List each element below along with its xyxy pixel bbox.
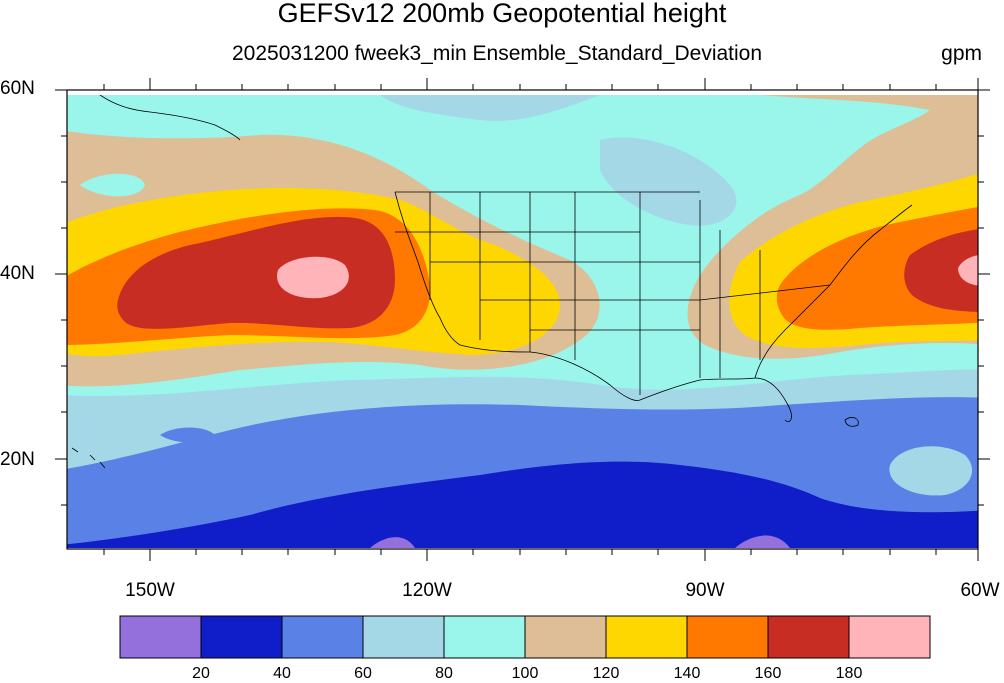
colorbar-tick-label: 100 [511, 665, 539, 682]
colorbar-swatch [686, 615, 769, 659]
colorbar-swatch [200, 615, 283, 659]
colorbar-swatch [848, 615, 931, 659]
colorbar-swatch [281, 615, 364, 659]
units-label: gpm [941, 42, 982, 65]
contour-fill-60-80-north [380, 95, 600, 121]
contour-fill-160-180-east [904, 229, 978, 312]
colorbar-tick-label: 160 [754, 665, 782, 682]
contour-field [67, 95, 978, 548]
contour-fill-60-80-canada [600, 137, 737, 226]
contour-fill-40-60-pacific-pocket [160, 427, 215, 443]
coastlines-and-boundaries [71, 95, 913, 469]
map-subtitle: 2025031200 fweek3_min Ensemble_Standard_… [232, 42, 763, 65]
contour-fill-80-100-pacific-pocket [80, 173, 145, 197]
lat-label-60n: 60N [0, 78, 35, 99]
colorbar-swatch [443, 615, 526, 659]
contour-fill-20-40 [67, 461, 978, 548]
colorbar-swatch [767, 615, 850, 659]
lat-label-40n: 40N [0, 263, 35, 284]
colorbar-swatch [524, 615, 607, 659]
axis-ticks [55, 78, 990, 561]
colorbar-swatch [119, 615, 202, 659]
colorbar-tick-label: 180 [835, 665, 863, 682]
colorbar-tick-label: 60 [354, 665, 372, 682]
contour-fill-below-20-b [735, 535, 790, 548]
contour-fill-60-80-atlantic-pocket [889, 446, 973, 496]
map-title: GEFSv12 200mb Geopotential height [277, 0, 727, 28]
colorbar-tick-label: 20 [192, 665, 210, 682]
colorbar-swatch [362, 615, 445, 659]
colorbar-tick-label: 40 [273, 665, 291, 682]
contour-fill-above-180-west [277, 256, 349, 299]
lat-label-20n: 20N [0, 449, 35, 470]
colorbar [119, 615, 931, 659]
colorbar-tick-label: 120 [592, 665, 620, 682]
lon-label-120w: 120W [402, 580, 452, 601]
colorbar-swatch [605, 615, 688, 659]
contour-fill-160-180-west [117, 216, 395, 329]
contour-fill-above-180-east [958, 255, 978, 286]
lon-label-90w: 90W [685, 580, 725, 601]
contour-fill-below-20-a [370, 537, 415, 548]
lon-label-150w: 150W [125, 580, 175, 601]
lon-label-60w: 60W [960, 580, 1000, 601]
colorbar-tick-label: 80 [435, 665, 453, 682]
colorbar-tick-label: 140 [673, 665, 701, 682]
